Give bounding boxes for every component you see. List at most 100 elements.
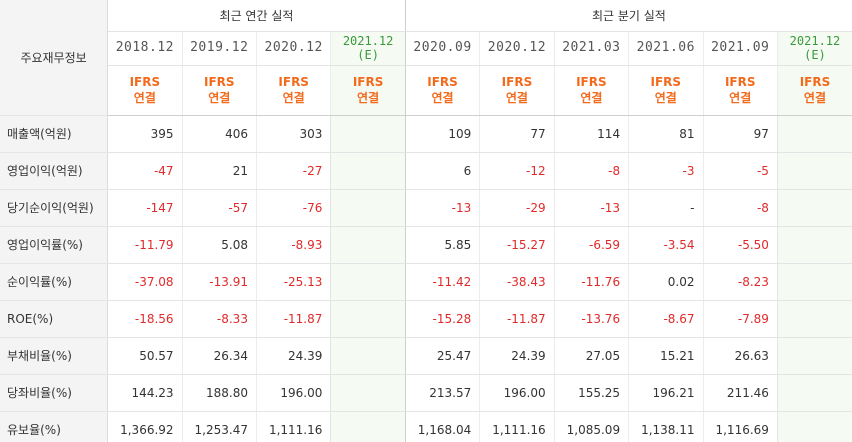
table-cell: 1,111.16 [479, 411, 555, 442]
period-date: 2021.09 [711, 40, 770, 55]
table-cell: -13 [404, 189, 480, 227]
table-cell: 1,111.16 [255, 411, 331, 442]
period-date-header: 2021.12 (E) [330, 31, 406, 66]
table-cell: -6.59 [553, 226, 629, 264]
table-cell: 1,253.47 [181, 411, 257, 442]
table-cell: 6 [404, 152, 480, 190]
accounting-standard-header: IFRS 연결 [181, 65, 257, 116]
table-cell [776, 337, 852, 375]
table-cell: -13.76 [553, 300, 629, 338]
consolidation-label: 연결 [208, 91, 231, 105]
standard-label: IFRS [352, 75, 384, 89]
table-cell: 97 [702, 115, 778, 153]
table-cell: - [628, 189, 703, 227]
table-cell: 21 [181, 152, 257, 190]
table-cell: 406 [181, 115, 257, 153]
table-cell: -11.42 [404, 263, 480, 301]
accounting-standard-header: IFRS 연결 [330, 65, 406, 116]
row-label: 당기순이익(억원) [0, 189, 109, 227]
table-cell: 188.80 [181, 374, 257, 412]
table-cell: -8 [553, 152, 629, 190]
table-cell: 114 [553, 115, 629, 153]
period-date: 2020.12 [264, 40, 323, 55]
standard-label: IFRS [427, 75, 458, 89]
table-cell: -29 [479, 189, 555, 227]
accounting-standard-header: IFRS 연결 [776, 65, 852, 116]
accounting-standard-header: IFRS 연결 [479, 65, 555, 116]
table-cell: -147 [107, 189, 183, 227]
table-cell: -7.89 [702, 300, 778, 338]
table-cell: -13 [553, 189, 629, 227]
table-cell: -5 [702, 152, 778, 190]
table-cell: -38.43 [479, 263, 555, 301]
period-date-header: 2020.12 [255, 31, 331, 66]
table-cell: 25.47 [404, 337, 480, 375]
consolidation-label: 연결 [580, 91, 603, 105]
table-cell: -3 [628, 152, 703, 190]
table-row: 매출액(억원) 395 406 303 109 77 114 81 97 [0, 115, 852, 153]
table-cell: 155.25 [553, 374, 629, 412]
table-cell: -11.87 [479, 300, 555, 338]
table-row: 당좌비율(%) 144.23 188.80 196.00 213.57 196.00 155… [0, 374, 852, 412]
period-date-header: 2021.12 (E) [776, 31, 852, 66]
table-cell [776, 115, 852, 153]
table-cell: -5.50 [702, 226, 778, 264]
table-cell: -15.27 [479, 226, 555, 264]
table-cell: -11.87 [255, 300, 331, 338]
table-cell [330, 374, 406, 412]
table-cell: 303 [255, 115, 331, 153]
period-date: 2020.09 [413, 40, 472, 55]
table-cell: 1,138.11 [628, 411, 703, 442]
table-cell: 0.02 [628, 263, 703, 301]
table-cell: 5.85 [404, 226, 480, 264]
period-date: 2021.06 [636, 40, 695, 55]
table-cell: 196.21 [628, 374, 703, 412]
period-date-header: 2018.12 [107, 31, 183, 66]
table-cell: 144.23 [107, 374, 183, 412]
table-cell: -37.08 [107, 263, 183, 301]
table-cell [330, 189, 406, 227]
standard-label: IFRS [203, 75, 235, 89]
period-date: 2019.12 [190, 40, 249, 55]
standard-label: IFRS [278, 75, 309, 89]
estimate-marker: (E) [357, 48, 379, 62]
consolidation-label: 연결 [729, 91, 752, 105]
table-cell: 1,168.04 [404, 411, 480, 442]
table-cell: 26.34 [181, 337, 257, 375]
table-cell: -76 [255, 189, 331, 227]
row-label: ROE(%) [0, 300, 109, 338]
table-cell: 26.63 [702, 337, 778, 375]
accounting-standard-header: IFRS 연결 [553, 65, 629, 116]
period-date: 2021.12 [789, 34, 841, 48]
table-cell [330, 115, 406, 153]
table-cell: 211.46 [702, 374, 778, 412]
table-cell: -3.54 [628, 226, 703, 264]
table-cell: -57 [181, 189, 257, 227]
row-label: 유보율(%) [0, 411, 109, 442]
accounting-standard-header: IFRS 연결 [628, 65, 703, 116]
table-cell: -8.67 [628, 300, 703, 338]
consolidation-label: 연결 [803, 91, 826, 105]
table-cell: 213.57 [404, 374, 480, 412]
consolidation-label: 연결 [654, 91, 677, 105]
period-date: 2021.03 [562, 40, 621, 55]
standard-label: IFRS [650, 75, 682, 89]
period-date-header: 2021.09 [702, 31, 778, 66]
table-row: 영업이익(억원) -47 21 -27 6 -12 -8 -3 -5 [0, 152, 852, 190]
table-cell: -15.28 [404, 300, 480, 338]
period-date: 2020.12 [487, 40, 547, 55]
table-cell: 5.08 [181, 226, 257, 264]
standard-label: IFRS [129, 75, 161, 89]
table-cell [776, 189, 852, 227]
table-cell [330, 226, 406, 264]
table-cell [330, 263, 406, 301]
row-label: 영업이익(억원) [0, 152, 109, 190]
consolidation-label: 연결 [431, 91, 454, 105]
table-cell [776, 374, 852, 412]
table-cell: -8 [702, 189, 778, 227]
period-date-header: 2020.09 [404, 31, 480, 66]
table-cell: -27 [255, 152, 331, 190]
table-row: 당기순이익(억원) -147 -57 -76 -13 -29 -13- -8 [0, 189, 852, 227]
table-cell: 77 [479, 115, 555, 153]
